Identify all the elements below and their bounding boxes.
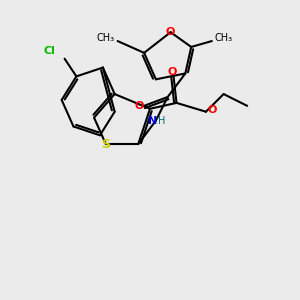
Text: O: O bbox=[166, 27, 175, 37]
Text: S: S bbox=[101, 138, 110, 151]
Text: CH₃: CH₃ bbox=[215, 32, 233, 43]
Text: CH₃: CH₃ bbox=[97, 32, 115, 43]
Text: O: O bbox=[167, 67, 177, 77]
Text: O: O bbox=[134, 101, 143, 111]
Text: Cl: Cl bbox=[44, 46, 56, 56]
Text: O: O bbox=[207, 105, 217, 115]
Text: H: H bbox=[158, 116, 166, 126]
Text: N: N bbox=[148, 116, 157, 126]
